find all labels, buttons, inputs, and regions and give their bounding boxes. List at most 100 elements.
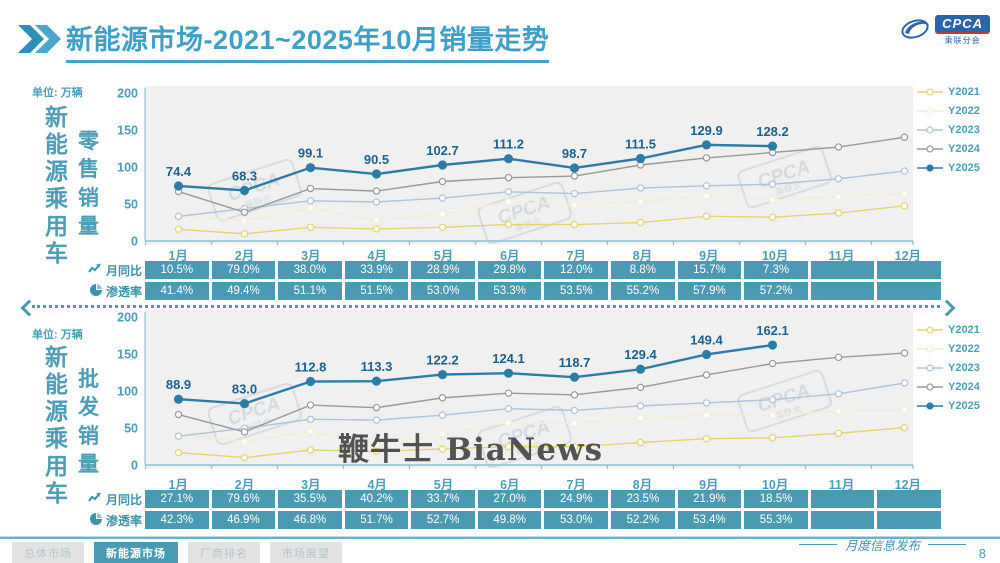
data-label: 90.5 <box>364 152 389 167</box>
penetration-cell <box>877 511 941 529</box>
penetration-cell: 52.2% <box>611 511 675 529</box>
yoy-cell <box>810 490 875 508</box>
legend-item: Y2021 <box>917 86 980 98</box>
dash-right <box>928 544 966 545</box>
month-label: 9月 <box>699 249 719 263</box>
data-label: 88.9 <box>166 377 191 392</box>
penetration-cell: 46.8% <box>278 511 342 529</box>
legend-label: Y2021 <box>948 324 980 336</box>
publication-label: 月度信息发布 <box>798 535 966 554</box>
legend-marker-icon <box>917 402 943 410</box>
footer-tab-inactive[interactable]: 总体市场 <box>12 542 84 563</box>
legend-wholesale: Y2021 Y2022 Y2023 Y2024 Y2025 <box>917 324 980 412</box>
yoy-cell <box>877 490 941 508</box>
svg-text:150: 150 <box>117 348 138 362</box>
yoy-cell: 29.8% <box>477 261 542 279</box>
month-label: 4月 <box>367 478 387 492</box>
month-label: 12月 <box>894 249 922 263</box>
legend-marker-icon <box>917 164 943 172</box>
measure-title-wholesale: 批发销量 <box>78 368 99 477</box>
legend-label: Y2023 <box>948 362 980 374</box>
data-label: 162.1 <box>756 323 789 338</box>
line-chart-icon <box>88 263 102 277</box>
penetration-cell: 51.1% <box>278 282 342 300</box>
yoy-row-retail: 10.5% 79.0% 38.0% 33.9% 28.9% 29.8% 12.0% 8.8% 1… <box>145 261 941 279</box>
yoy-cell: 21.9% <box>677 490 742 508</box>
data-label: 99.1 <box>298 146 323 161</box>
legend-retail: Y2021 Y2022 Y2023 Y2024 Y2025 <box>917 86 980 174</box>
penetration-cell: 51.5% <box>344 282 409 300</box>
yoy-cell: 8.8% <box>611 261 675 279</box>
data-label: 83.0 <box>232 382 257 397</box>
arrow-left-icon <box>20 299 38 317</box>
month-label: 5月 <box>433 478 454 492</box>
month-label: 3月 <box>301 478 321 492</box>
penetration-cell <box>810 282 875 300</box>
data-label: 112.8 <box>295 360 327 375</box>
yoy-row-label-retail: 月同比 <box>52 261 142 279</box>
legend-marker-icon <box>917 326 943 334</box>
measure-title-retail: 零售销量 <box>78 130 99 239</box>
penetration-cell: 51.7% <box>344 511 409 529</box>
svg-text:100: 100 <box>117 161 138 175</box>
month-label: 1月 <box>168 249 188 263</box>
yoy-cell: 38.0% <box>278 261 342 279</box>
section-divider-dashed-arrow <box>32 305 940 308</box>
penetration-cell: 53.5% <box>544 282 609 300</box>
penetration-cell: 53.0% <box>544 511 609 529</box>
legend-marker-icon <box>917 364 943 372</box>
legend-item: Y2022 <box>917 105 980 117</box>
group-title-retail: 新能源乘用车 <box>45 104 68 266</box>
legend-label: Y2021 <box>948 86 980 98</box>
penetration-row-label-retail: 渗透率 <box>52 282 142 300</box>
pie-chart-icon <box>89 512 102 528</box>
penetration-row-wholesale: 42.3% 46.9% 46.8% 51.7% 52.7% 49.8% 53.0% 52.2%… <box>145 511 941 529</box>
x-axis-months-retail: 1月 2月 3月 4月 5月 6月 7月 8月 9月 10月 11月 12月 <box>145 245 941 264</box>
penetration-cell: 57.2% <box>744 282 808 300</box>
yoy-cell: 23.5% <box>611 490 675 508</box>
legend-marker-icon <box>917 145 943 153</box>
penetration-cell: 53.3% <box>477 282 542 300</box>
penetration-cell: 42.3% <box>145 511 209 529</box>
penetration-cell <box>877 282 941 300</box>
group-title-wholesale: 新能源乘用车 <box>45 344 68 506</box>
penetration-cell: 53.4% <box>677 511 742 529</box>
footer-tab-inactive[interactable]: 市场展望 <box>270 542 342 563</box>
yoy-cell: 33.9% <box>344 261 409 279</box>
yoy-row-wholesale: 27.1% 79.6% 35.5% 40.2% 33.7% 27.0% 24.9% 23.5%… <box>145 490 941 508</box>
yoy-cell: 27.0% <box>477 490 542 508</box>
legend-item: Y2024 <box>917 381 980 393</box>
month-label: 2月 <box>234 478 255 492</box>
penetration-cell: 46.9% <box>211 511 276 529</box>
footer-tab-inactive[interactable]: 厂商排名 <box>188 542 260 563</box>
month-label: 8月 <box>632 249 653 263</box>
legend-label: Y2025 <box>948 400 980 412</box>
legend-label: Y2023 <box>948 124 980 136</box>
cpca-swoosh-icon <box>900 14 932 47</box>
penetration-cell: 49.4% <box>211 282 276 300</box>
svg-text:150: 150 <box>117 124 138 138</box>
month-label: 11月 <box>828 478 855 492</box>
legend-item: Y2021 <box>917 324 980 336</box>
svg-text:100: 100 <box>117 385 138 399</box>
svg-text:200: 200 <box>117 311 138 325</box>
cpca-logo: CPCA 乘联分会 <box>900 14 990 47</box>
x-axis-months-wholesale: 1月 2月 3月 4月 5月 6月 7月 8月 9月 10月 11月 12月 <box>145 474 941 493</box>
month-label: 3月 <box>301 249 321 263</box>
legend-label: Y2022 <box>948 343 980 355</box>
data-label: 111.5 <box>625 136 656 151</box>
double-chevron-icon <box>18 24 62 59</box>
penetration-row-retail: 41.4% 49.4% 51.1% 51.5% 53.0% 53.3% 53.5% 55.2%… <box>145 282 941 300</box>
legend-marker-icon <box>917 107 943 115</box>
month-label: 12月 <box>894 478 922 492</box>
yoy-cell: 24.9% <box>544 490 609 508</box>
yoy-cell: 40.2% <box>344 490 409 508</box>
legend-label: Y2025 <box>948 162 980 174</box>
month-label: 7月 <box>566 249 586 263</box>
yoy-cell: 79.6% <box>211 490 276 508</box>
page-number: 8 <box>978 546 986 561</box>
unit-label-retail: 单位: 万辆 <box>32 87 83 99</box>
data-label: 129.9 <box>690 123 723 138</box>
month-label: 10月 <box>761 249 789 263</box>
footer-tab-active[interactable]: 新能源市场 <box>94 542 178 563</box>
